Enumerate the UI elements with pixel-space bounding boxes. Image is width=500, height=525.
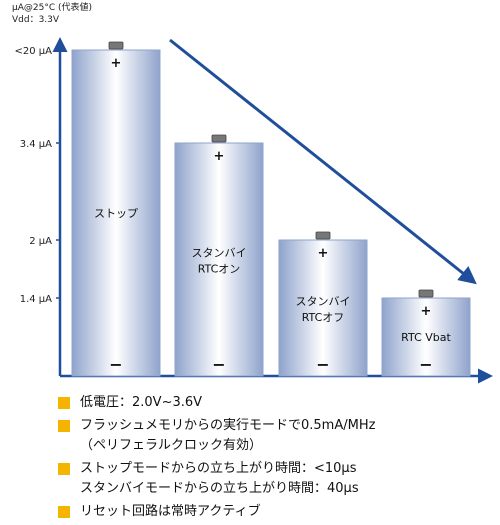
y-tick-label: 2 μA <box>29 236 52 247</box>
square-bullet-icon <box>58 397 70 409</box>
feature-text: スタンバイモードからの立ち上がり時間：40μs <box>80 481 359 496</box>
feature-text: ストップモードからの立ち上がり時間：<10μs <box>80 461 357 476</box>
plus-sign: + <box>421 304 432 319</box>
minus-sign: − <box>212 355 225 374</box>
feature-list-item: リセット回路は常時アクティブ <box>58 502 498 522</box>
bar <box>278 239 368 377</box>
feature-text: （ペリフェラルクロック有効） <box>80 438 263 453</box>
plus-sign: + <box>214 149 225 164</box>
y-tick-label: 1.4 μA <box>20 294 52 305</box>
bar-group: + − RTC Vbat <box>381 289 471 377</box>
y-tick-label: 3.4 μA <box>20 139 52 150</box>
bar-category-label: スタンバイ <box>192 247 247 260</box>
square-bullet-icon <box>58 463 70 475</box>
bar-category-label: ストップ <box>94 207 138 220</box>
square-bullet-icon <box>58 506 70 518</box>
feature-text: リセット回路は常時アクティブ <box>80 504 261 519</box>
battery-terminal-icon <box>108 41 124 50</box>
y-tick-label: <20 μA <box>15 46 53 57</box>
battery-terminal-icon <box>211 134 227 143</box>
minus-sign: − <box>419 355 432 374</box>
header-unit-label: μA@25°C (代表値) <box>12 1 92 13</box>
bar <box>381 297 471 377</box>
bar-group: + − スタンバイ RTCオン <box>174 134 264 377</box>
bar-group: + − スタンバイ RTCオフ <box>278 231 368 377</box>
feature-list-item: フラッシュメモリからの実行モードで0.5mA/MHz （ペリフェラルクロック有効） <box>58 416 498 456</box>
header-voltage-label: Vdd：3.3V <box>12 15 60 25</box>
trend-arrow <box>169 38 477 285</box>
feature-list: 低電圧：2.0V~3.6V フラッシュメモリからの実行モードで0.5mA/MHz （… <box>58 393 498 525</box>
plus-sign: + <box>111 56 122 71</box>
battery-terminal-icon <box>315 231 331 240</box>
bar-category-label: RTCオフ <box>302 311 345 324</box>
bar-series: + − ストップ + − スタンバイ RTCオン + − スタンバイ RTCオフ + − RTC Vbat <box>71 41 471 377</box>
bar <box>71 49 161 377</box>
bar-category-label: スタンバイ <box>296 295 351 308</box>
minus-sign: − <box>109 355 122 374</box>
minus-sign: − <box>316 355 329 374</box>
battery-terminal-icon <box>418 289 434 298</box>
plus-sign: + <box>318 246 329 261</box>
bar-category-label: RTC Vbat <box>401 331 451 344</box>
decreasing-trend-arrow <box>169 38 477 285</box>
feature-text: フラッシュメモリからの実行モードで0.5mA/MHz <box>80 418 376 433</box>
bar-category-label: RTCオン <box>198 263 241 276</box>
y-axis-ticks: <20 μA 3.4 μA 2 μA 1.4 μA <box>15 46 60 305</box>
feature-text: 低電圧：2.0V~3.6V <box>80 395 203 410</box>
bar-group: + − ストップ <box>71 41 161 377</box>
bar <box>174 142 264 377</box>
feature-list-item: 低電圧：2.0V~3.6V <box>58 393 498 413</box>
feature-list-item: ストップモードからの立ち上がり時間：<10μs スタンバイモードからの立ち上がり時… <box>58 459 498 499</box>
square-bullet-icon <box>58 420 70 432</box>
